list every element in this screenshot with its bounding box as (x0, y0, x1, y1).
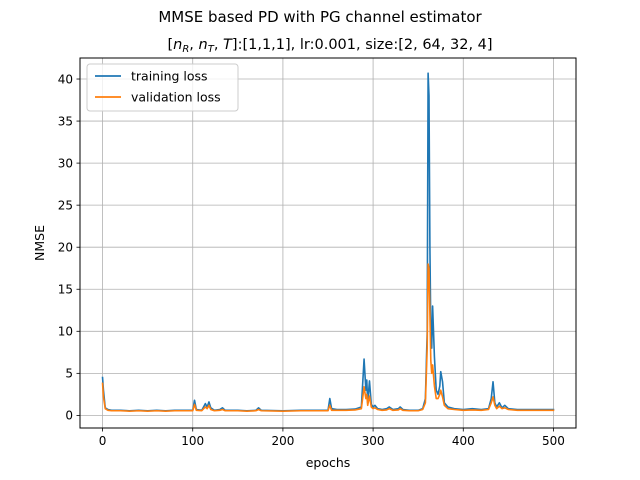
y-tick-label: 5 (65, 367, 73, 381)
plot-area-frame (79, 57, 577, 429)
y-tick-label: 30 (58, 156, 73, 170)
title-comma-2: , (214, 37, 223, 53)
title-params: :[1,1,1], lr:0.001, size:[2, 64, 32, 4] (238, 37, 493, 53)
x-tick-label: 0 (99, 434, 107, 448)
plot-series (101, 72, 555, 412)
grid (80, 58, 576, 428)
y-tick-label: 40 (58, 72, 73, 86)
title-symbol-t: T (223, 37, 233, 53)
title-bracket-close: ] (232, 37, 238, 53)
title-symbol-nr: n (173, 37, 182, 53)
x-tick-label: 500 (542, 434, 565, 448)
legend: training loss validation loss (86, 63, 239, 112)
x-axis-label: epochs (306, 455, 351, 470)
title-comma-1: , (189, 37, 198, 53)
x-tick-label: 200 (271, 434, 294, 448)
legend-box (86, 63, 239, 112)
validation-loss-line (101, 263, 555, 412)
y-tick-label: 20 (58, 241, 73, 255)
legend-label-validation: validation loss (131, 90, 221, 105)
y-tick-label: 15 (58, 283, 73, 297)
title-subscript-r: R (182, 44, 189, 55)
y-tick-label: 10 (58, 325, 73, 339)
x-tick-label: 100 (181, 434, 204, 448)
title-subscript-t: T (208, 44, 215, 55)
legend-label-training: training loss (131, 69, 208, 84)
y-tick-label: 35 (58, 114, 73, 128)
x-tick-label: 400 (452, 434, 475, 448)
axis-ticks: 0 100 200 300 400 500 0 5 10 15 20 25 30 35 40 (58, 72, 565, 448)
y-axis-label: NMSE (32, 225, 47, 261)
x-tick-label: 300 (362, 434, 385, 448)
chart-suptitle: MMSE based PD with PG channel estimator (158, 8, 482, 26)
title-bracket-open: [ (167, 37, 173, 53)
chart-title: [nR, nT, T]:[1,1,1], lr:0.001, size:[2, … (167, 37, 492, 55)
y-tick-label: 0 (65, 409, 73, 423)
y-tick-label: 25 (58, 198, 73, 212)
title-symbol-nt: n (199, 37, 208, 53)
